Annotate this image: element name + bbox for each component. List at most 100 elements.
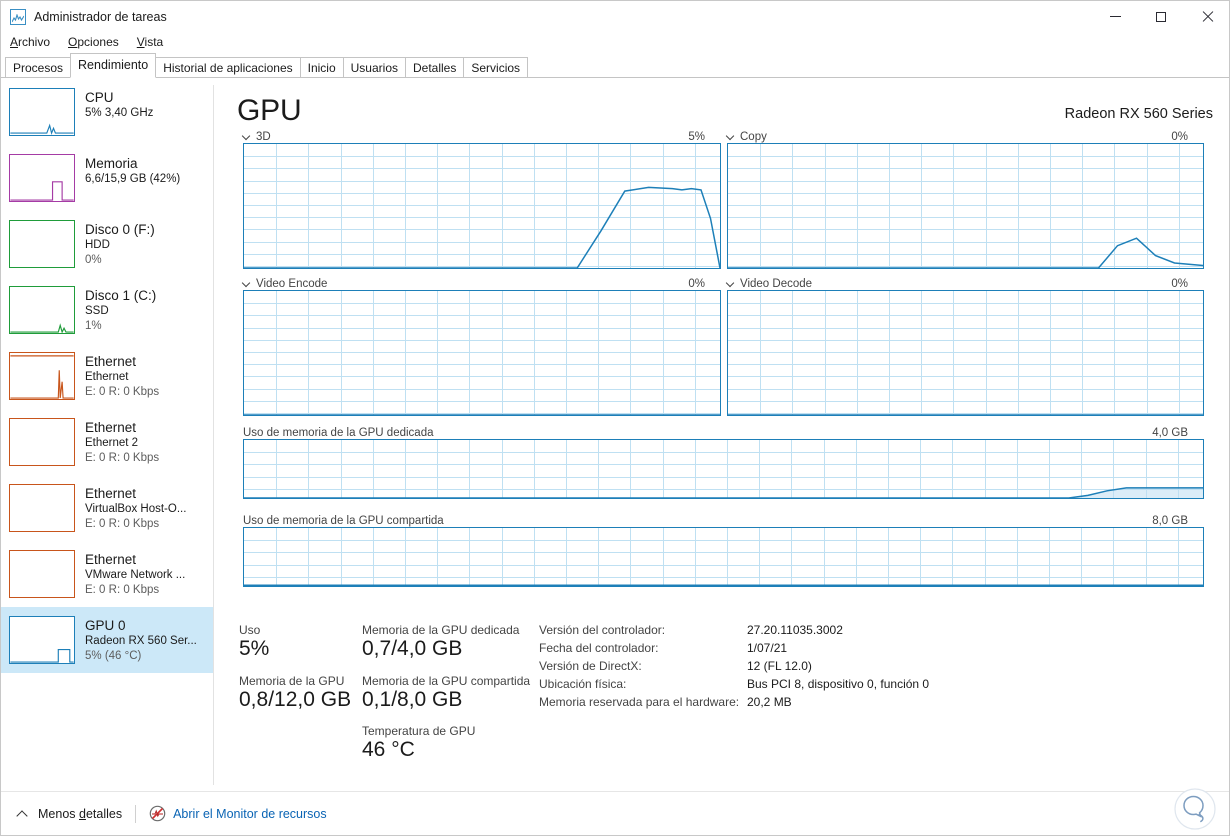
info-value-1: 1/07/21 — [747, 641, 788, 655]
graph-label-0[interactable]: 3D — [243, 131, 271, 143]
sidebar-thumbnail — [9, 154, 75, 202]
chevron-up-icon[interactable] — [17, 808, 29, 820]
sidebar-item-detail: E: 0 R: 0 Kbps — [85, 518, 160, 530]
sidebar-sparkline — [10, 221, 74, 267]
tab-usuarios[interactable]: Usuarios — [342, 57, 406, 78]
sidebar-item-disco-1-c-3[interactable]: Disco 1 (C:) SSD 1% — [1, 277, 213, 343]
title-bar: Administrador de tareas — [1, 1, 1229, 32]
graph-max-4: 4,0 GB — [1152, 427, 1188, 439]
stat-label-2: Memoria de la GPU dedicada — [362, 623, 520, 637]
chevron-down-icon[interactable] — [243, 279, 251, 287]
sidebar-sparkline — [10, 485, 74, 531]
sidebar-item-subtitle: SSD — [85, 305, 109, 317]
content-area: CPU 5% 3,40 GHz Memoria 6,6/15,9 GB (42%) Di… — [1, 79, 1229, 791]
sidebar-item-title: Memoria — [85, 156, 138, 171]
sidebar-thumbnail — [9, 616, 75, 664]
tab-detalles[interactable]: Detalles — [405, 57, 465, 78]
sidebar-item-gpu-0-8[interactable]: GPU 0 Radeon RX 560 Ser... 5% (46 °C) — [1, 607, 213, 673]
menu-archivo-rest: rchivo — [18, 35, 51, 49]
menu-vista[interactable]: Vista — [136, 35, 164, 49]
info-label-4: Memoria reservada para el hardware: — [539, 695, 740, 709]
status-divider — [135, 804, 137, 823]
tab-procesos[interactable]: Procesos — [5, 57, 72, 78]
chart-glyph — [12, 13, 24, 22]
graph-label-text: Copy — [740, 131, 767, 143]
info-label-3: Ubicación física: — [539, 677, 627, 691]
graph-label-text: Uso de memoria de la GPU compartida — [243, 515, 444, 527]
tab-bar: Procesos Rendimiento Historial de aplicaci… — [5, 53, 529, 78]
gpu-model-name: Radeon RX 560 Series — [1064, 106, 1213, 122]
graph-label-3[interactable]: Video Decode — [727, 278, 812, 290]
sidebar-item-ethernet-5[interactable]: Ethernet Ethernet 2 E: 0 R: 0 Kbps — [1, 409, 213, 475]
vertical-separator — [213, 85, 214, 785]
sidebar-item-subtitle: 6,6/15,9 GB (42%) — [85, 173, 181, 185]
graph-plot — [244, 528, 1203, 586]
chevron-down-icon[interactable] — [727, 132, 735, 140]
maximize-button[interactable] — [1138, 1, 1184, 32]
sidebar-item-memoria-1[interactable]: Memoria 6,6/15,9 GB (42%) — [1, 145, 213, 211]
sidebar-thumbnail — [9, 352, 75, 400]
tab-servicios[interactable]: Servicios — [463, 57, 529, 78]
info-label-1: Fecha del controlador: — [539, 641, 659, 655]
graph-1 — [727, 143, 1204, 269]
graph-plot — [728, 291, 1203, 415]
sidebar-item-ethernet-6[interactable]: Ethernet VirtualBox Host-O... E: 0 R: 0 Kb… — [1, 475, 213, 541]
tab-rendimiento[interactable]: Rendimiento — [70, 53, 157, 78]
graph-max-1: 0% — [1171, 131, 1188, 143]
window-title: Administrador de tareas — [34, 9, 167, 24]
stat-label-4: Temperatura de GPU — [362, 724, 476, 738]
sidebar-sparkline — [10, 123, 74, 135]
sidebar-thumbnail — [9, 550, 75, 598]
sidebar-item-cpu-0[interactable]: CPU 5% 3,40 GHz — [1, 79, 213, 145]
graph-0 — [243, 143, 721, 269]
sidebar-sparkline — [10, 181, 74, 201]
maximize-icon — [1156, 11, 1166, 22]
graph-label-2[interactable]: Video Encode — [243, 278, 327, 290]
stat-label-3: Memoria de la GPU compartida — [362, 674, 531, 688]
minimize-button[interactable] — [1092, 1, 1138, 32]
task-manager-icon — [10, 8, 26, 25]
menu-archivo[interactable]: Archivo — [10, 35, 51, 49]
page-title: GPU — [237, 94, 302, 127]
sidebar-item-subtitle: Ethernet 2 — [85, 437, 139, 449]
stat-value-2: 0,7/4,0 GB — [362, 637, 463, 660]
open-resource-monitor-link[interactable]: Abrir el Monitor de recursos — [173, 806, 327, 821]
close-button[interactable] — [1184, 1, 1229, 32]
stat-value-3: 0,1/8,0 GB — [362, 688, 463, 711]
graph-max-0: 5% — [688, 131, 705, 143]
graph-3 — [727, 290, 1204, 416]
sidebar-item-disco-0-f-2[interactable]: Disco 0 (F:) HDD 0% — [1, 211, 213, 277]
sidebar-item-detail: 1% — [85, 320, 102, 332]
info-value-3: Bus PCI 8, dispositivo 0, función 0 — [747, 677, 930, 691]
sidebar-item-ethernet-7[interactable]: Ethernet VMware Network ... E: 0 R: 0 Kbps — [1, 541, 213, 607]
sidebar-item-subtitle: VMware Network ... — [85, 569, 186, 581]
sidebar-item-ethernet-4[interactable]: Ethernet Ethernet E: 0 R: 0 Kbps — [1, 343, 213, 409]
info-value-2: 12 (FL 12.0) — [747, 659, 812, 673]
menu-opciones[interactable]: Opciones — [68, 35, 119, 49]
stat-label-0: Uso — [239, 623, 261, 637]
graph-4 — [243, 439, 1204, 499]
tab-historial-de-aplicaciones[interactable]: Historial de aplicaciones — [155, 57, 301, 78]
chevron-down-icon[interactable] — [243, 132, 251, 140]
graph-label-4: Uso de memoria de la GPU dedicada — [243, 427, 434, 439]
graph-label-1[interactable]: Copy — [727, 131, 767, 143]
stat-value-0: 5% — [239, 637, 270, 660]
info-label-2: Versión de DirectX: — [539, 659, 642, 673]
close-icon — [1202, 11, 1213, 22]
feedback-smiley-icon[interactable] — [1173, 787, 1217, 831]
less-details-button[interactable]: Menos detalles — [38, 806, 123, 821]
tab-inicio[interactable]: Inicio — [299, 57, 344, 78]
stat-value-1: 0,8/12,0 GB — [239, 688, 352, 711]
tab-underline — [1, 77, 1229, 78]
sidebar-item-subtitle: HDD — [85, 239, 110, 251]
resource-sidebar[interactable]: CPU 5% 3,40 GHz Memoria 6,6/15,9 GB (42%) Di… — [1, 79, 213, 791]
graph-max-3: 0% — [1171, 278, 1188, 290]
sidebar-thumbnail — [9, 88, 75, 136]
sidebar-item-detail: E: 0 R: 0 Kbps — [85, 386, 160, 398]
status-bar: Menos detalles Abrir el Monitor de recur… — [1, 788, 1229, 835]
graph-max-5: 8,0 GB — [1152, 515, 1188, 527]
chevron-down-icon[interactable] — [727, 279, 735, 287]
sidebar-item-subtitle: Ethernet — [85, 371, 129, 383]
sidebar-sparkline — [10, 649, 74, 663]
